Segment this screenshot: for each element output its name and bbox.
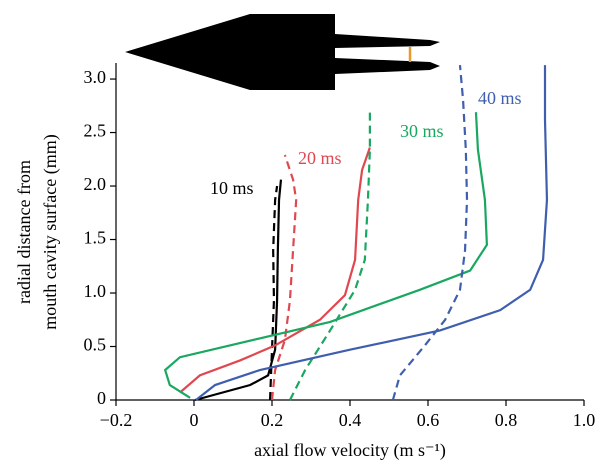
solid-line <box>179 147 371 394</box>
dashed-line <box>268 185 279 401</box>
solid-line <box>163 112 489 399</box>
dashed-line <box>391 65 469 401</box>
x-tick-label: 0 <box>190 410 199 430</box>
solid-line <box>194 179 283 402</box>
x-tick-label: −0.2 <box>100 410 133 430</box>
x-tick-label: 0.4 <box>339 410 362 430</box>
y-tick-label: 0.5 <box>84 335 107 355</box>
mouth-icon <box>125 14 440 90</box>
series-label: 10 ms <box>210 178 254 198</box>
y-tick-label: 2.5 <box>84 121 107 141</box>
dashed-line <box>288 107 371 401</box>
y-axis-label: radial distance from <box>14 160 34 304</box>
y-tick-label: 0 <box>97 388 106 408</box>
solid-line <box>195 65 549 401</box>
x-axis-label: axial flow velocity (m s⁻¹) <box>254 440 446 461</box>
y-tick-label: 1.5 <box>84 228 107 248</box>
series-label: 40 ms <box>478 88 522 108</box>
series-label: 20 ms <box>298 148 342 168</box>
y-tick-label: 1.0 <box>84 281 107 301</box>
series-label: 30 ms <box>400 121 444 141</box>
y-axis-label: mouth cavity surface (mm) <box>40 134 61 329</box>
x-tick-label: 0.6 <box>417 410 440 430</box>
y-tick-label: 3.0 <box>84 67 107 87</box>
x-tick-label: 0.8 <box>495 410 518 430</box>
x-tick-label: 0.2 <box>261 410 284 430</box>
x-tick-label: 1.0 <box>573 410 596 430</box>
y-tick-label: 2.0 <box>84 174 107 194</box>
